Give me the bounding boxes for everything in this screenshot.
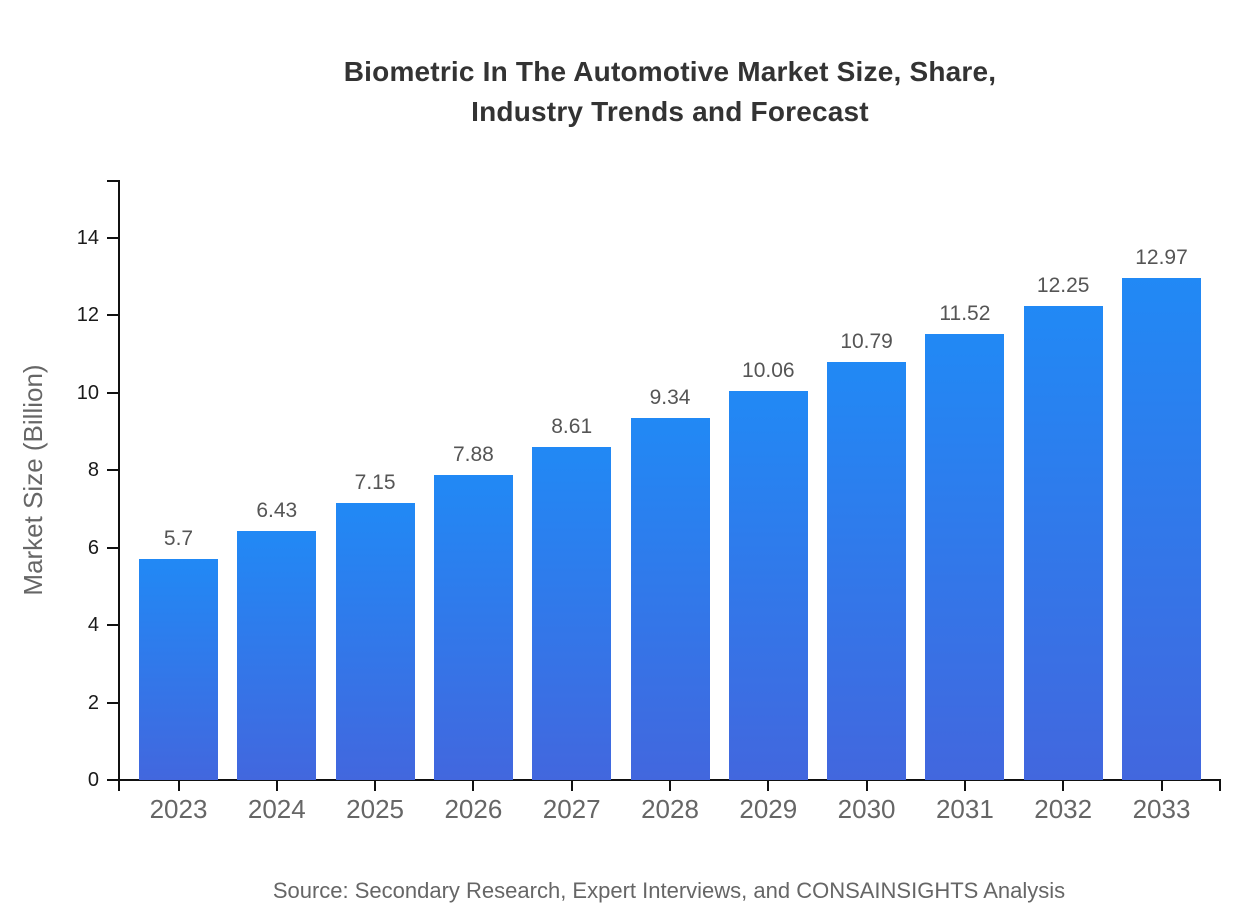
value-label: 10.06	[742, 358, 795, 382]
x-tick-label: 2032	[1034, 794, 1093, 824]
value-label: 12.25	[1036, 273, 1090, 297]
y-tick	[107, 314, 118, 317]
bar-2032	[1023, 305, 1103, 780]
y-axis-line	[118, 180, 120, 791]
x-tick-label: 2025	[346, 794, 405, 824]
bar-2025	[335, 503, 415, 780]
y-tick-label: 4	[87, 614, 99, 637]
value-label: 7.15	[354, 471, 396, 495]
y-tick-label: 2	[87, 691, 99, 714]
value-label: 8.61	[551, 414, 593, 438]
x-tick	[472, 781, 475, 791]
x-tick-label: 2023	[149, 794, 208, 824]
value-label: 12.97	[1135, 245, 1188, 269]
x-tick-label: 2031	[935, 794, 994, 824]
x-tick-label: 2030	[837, 794, 896, 824]
y-tick	[107, 546, 118, 549]
x-tick	[1160, 781, 1163, 791]
x-tick	[669, 781, 671, 791]
title-line-1: Biometric In The Automotive Market Size,…	[343, 56, 997, 87]
x-tick-label: 2027	[542, 794, 601, 824]
y-tick	[107, 391, 118, 394]
x-tick-label: 2033	[1132, 794, 1191, 824]
x-tick	[275, 781, 278, 791]
x-tick	[865, 781, 868, 791]
bar-2030	[827, 362, 907, 780]
y-tick	[107, 469, 118, 472]
page-title: Biometric In The Automotive Market Size,…	[80, 52, 1260, 132]
bar-2027	[532, 446, 612, 780]
bar-2033	[1122, 277, 1201, 780]
y-tick	[107, 237, 118, 240]
y-tick	[107, 701, 118, 704]
title-line-2: Industry Trends and Forecast	[471, 96, 869, 127]
y-tick-label: 6	[87, 536, 99, 559]
y-tick-label: 10	[76, 381, 99, 404]
value-label: 9.34	[649, 386, 691, 410]
y-axis-top-cap	[107, 180, 118, 182]
y-tick	[107, 624, 118, 627]
value-label: 10.79	[840, 330, 893, 354]
y-tick-label: 12	[76, 304, 99, 327]
bar-2024	[237, 531, 317, 780]
bar-2031	[925, 334, 1005, 780]
x-tick-label: 2024	[247, 794, 306, 824]
x-axis-right-cap	[1219, 781, 1221, 791]
x-tick-label: 2029	[739, 794, 798, 824]
bar-2023	[139, 559, 218, 780]
bar-2029	[728, 390, 808, 780]
value-label: 11.52	[939, 302, 991, 326]
bar-2026	[433, 474, 513, 780]
x-tick	[963, 781, 966, 791]
x-tick	[374, 781, 377, 791]
y-tick	[107, 779, 118, 781]
x-tick	[1062, 781, 1065, 791]
y-tick-label: 8	[87, 459, 99, 482]
source-note: Source: Secondary Research, Expert Inter…	[272, 878, 1066, 903]
x-tick-label: 2026	[444, 794, 503, 824]
y-tick-label: 14	[76, 227, 99, 250]
value-label: 5.7	[163, 527, 194, 551]
bar-2028	[630, 418, 710, 780]
x-tick	[767, 781, 770, 791]
value-label: 6.43	[256, 499, 298, 523]
x-axis-line	[107, 779, 1221, 781]
value-label: 7.88	[452, 442, 494, 466]
y-tick-label: 0	[87, 769, 99, 791]
x-tick-label: 2028	[641, 794, 699, 824]
x-tick	[570, 781, 573, 791]
x-tick	[177, 781, 180, 791]
